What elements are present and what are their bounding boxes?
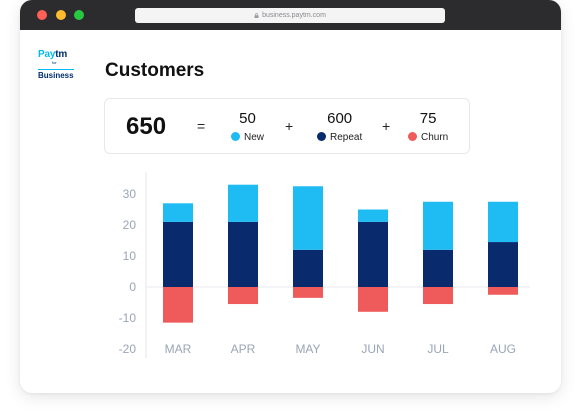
summary-stat-new: 50 New <box>231 110 264 143</box>
legend-item-new: New <box>231 132 264 143</box>
equals-sign: = <box>197 118 206 134</box>
bar-repeat-jun[interactable] <box>358 221 388 287</box>
paytm-business-logo[interactable]: Paytm for Business <box>38 49 80 80</box>
bar-new-aug[interactable] <box>488 201 518 243</box>
lock-icon <box>254 12 259 18</box>
new-swatch-icon <box>231 132 240 141</box>
legend-item-churn: Churn <box>408 132 448 143</box>
bar-repeat-may[interactable] <box>293 249 323 287</box>
churn-swatch-icon <box>408 132 417 141</box>
x-tick-label: AUG <box>490 342 516 356</box>
stat-value: 75 <box>419 110 437 127</box>
title-bar: business.paytm.com <box>20 0 561 30</box>
bar-repeat-jul[interactable] <box>423 249 453 287</box>
bar-new-may[interactable] <box>293 186 323 250</box>
address-bar[interactable]: business.paytm.com <box>135 8 445 23</box>
legend-item-repeat: Repeat <box>317 132 362 143</box>
x-tick-label: MAR <box>165 342 192 356</box>
bar-churn-jul[interactable] <box>423 287 453 305</box>
x-tick-label: JUN <box>361 342 384 356</box>
maximize-window-button[interactable] <box>74 10 84 20</box>
stat-value: 50 <box>239 110 256 127</box>
close-window-button[interactable] <box>37 10 47 20</box>
bar-repeat-aug[interactable] <box>488 242 518 287</box>
summary-stat-churn: 75 Churn <box>408 110 448 143</box>
x-tick-label: MAY <box>295 342 320 356</box>
logo-for: for <box>52 60 57 65</box>
logo-brand: Paytm <box>38 49 68 60</box>
minimize-window-button[interactable] <box>56 10 66 20</box>
bar-repeat-apr[interactable] <box>228 221 258 287</box>
summary-stat-repeat: 600 Repeat <box>317 110 362 143</box>
customer-summary-card: 650 = 50 New + 600 Repeat + 75 Churn <box>104 98 470 154</box>
bar-churn-may[interactable] <box>293 287 323 298</box>
bar-churn-jun[interactable] <box>358 287 388 312</box>
customers-bar-chart: 30 20 10 0 -10 -20 MAR APR MAY JUN JUL AUG <box>119 172 530 358</box>
address-url: business.paytm.com <box>262 12 326 19</box>
logo-business: Business <box>38 69 74 80</box>
y-tick-label: 20 <box>123 218 137 232</box>
stat-value: 600 <box>327 110 353 127</box>
bar-repeat-mar[interactable] <box>163 221 193 287</box>
bar-churn-aug[interactable] <box>488 287 518 295</box>
x-tick-label: JUL <box>427 342 449 356</box>
plus-sign: + <box>382 118 391 134</box>
bar-churn-mar[interactable] <box>163 287 193 323</box>
x-tick-label: APR <box>231 342 256 356</box>
bar-new-mar[interactable] <box>163 203 193 222</box>
y-tick-label: 0 <box>129 280 136 294</box>
page-title: Customers <box>105 60 205 81</box>
bar-new-jul[interactable] <box>423 201 453 250</box>
repeat-swatch-icon <box>317 132 326 141</box>
bar-new-apr[interactable] <box>228 184 258 222</box>
y-tick-label: 30 <box>123 187 137 201</box>
browser-window: business.paytm.com Paytm for Business Cu… <box>20 0 561 393</box>
total-customers: 650 <box>126 113 167 140</box>
y-tick-label: -20 <box>119 342 137 356</box>
y-tick-label: -10 <box>119 311 137 325</box>
bar-new-jun[interactable] <box>358 209 388 222</box>
plus-sign: + <box>285 118 294 134</box>
bar-churn-apr[interactable] <box>228 287 258 305</box>
y-tick-label: 10 <box>123 249 137 263</box>
